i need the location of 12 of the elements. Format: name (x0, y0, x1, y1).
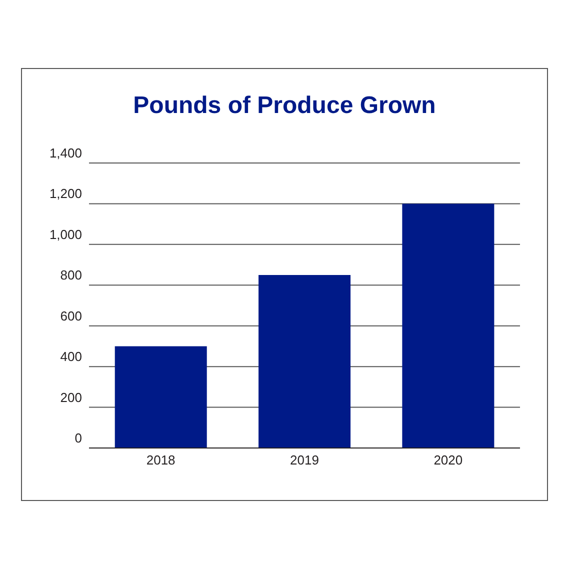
y-tick-label: 1,000 (49, 226, 82, 242)
y-tick-label: 1,400 (49, 146, 82, 160)
x-tick-label: 2020 (434, 452, 463, 468)
x-tick-label: 2018 (146, 452, 176, 468)
y-tick-label: 0 (74, 430, 82, 446)
y-tick-label: 200 (60, 390, 82, 405)
chart-title: Pounds of Produce Grown (132, 91, 437, 121)
y-tick-label: 800 (60, 268, 82, 283)
x-tick-label: 2019 (290, 452, 319, 468)
y-tick-label: 600 (60, 308, 82, 324)
y-tick-label: 1,200 (49, 186, 82, 202)
y-tick-label: 400 (60, 349, 82, 364)
